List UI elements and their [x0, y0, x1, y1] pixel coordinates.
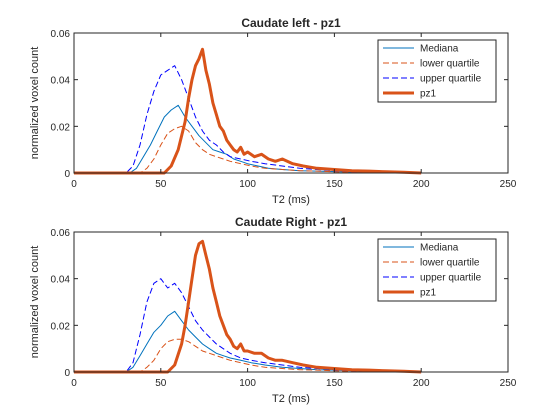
- x-tick-label: 50: [155, 179, 167, 190]
- legend-label-upper-quartile: upper quartile: [420, 273, 482, 284]
- axes-box: [73, 231, 509, 373]
- y-tick-label: 0: [64, 368, 70, 379]
- chart-caudate-right: 0 50 100 150 200 250 0 0.02 0.04 0.06 Caudate Rig…: [29, 215, 517, 405]
- y-tick-label: 0.06: [51, 29, 71, 40]
- legend-label-pz1: pz1: [420, 288, 437, 299]
- axes-box: [73, 32, 509, 174]
- x-tick-label: 250: [500, 378, 517, 389]
- legend-label-lower-quartile: lower quartile: [420, 258, 480, 269]
- x-tick-label: 150: [326, 179, 343, 190]
- chart-axes: 0 50 100 150 200 250 0 0.02 0.04 0.06: [51, 228, 517, 389]
- x-tick-label: 0: [71, 378, 77, 389]
- x-tick-label: 100: [239, 378, 256, 389]
- x-tick-label: 150: [326, 378, 343, 389]
- x-axis-label: T2 (ms): [272, 194, 310, 206]
- y-tick-label: 0.04: [51, 76, 71, 87]
- series-line-upper-quartile: [74, 278, 422, 373]
- legend-label-lower-quartile: lower quartile: [420, 59, 480, 70]
- chart-legend: Mediana lower quartile upper quartile pz1: [377, 39, 497, 103]
- legend-label-upper-quartile: upper quartile: [420, 74, 482, 85]
- y-tick-label: 0.02: [51, 321, 71, 332]
- x-tick-label: 250: [500, 179, 517, 190]
- series-line-lower-quartile: [74, 125, 422, 174]
- chart-title: Caudate left - pz1: [241, 16, 341, 30]
- x-tick-label: 200: [413, 378, 430, 389]
- x-tick-label: 200: [413, 179, 430, 190]
- chart-marks: [74, 47, 422, 175]
- series-line-pz1: [74, 239, 422, 374]
- chart-title: Caudate Right - pz1: [235, 215, 347, 229]
- legend-label-mediana: Mediana: [420, 243, 459, 254]
- y-tick-label: 0.06: [51, 228, 71, 239]
- y-axis-label: normalized voxel count: [29, 246, 41, 359]
- chart-legend: Mediana lower quartile upper quartile pz1: [377, 238, 497, 302]
- series-line-lower-quartile: [74, 338, 422, 373]
- chart-caudate-left: 0 50 100 150 200 250 0 0.02 0.04 0.06 Caudate lef…: [29, 16, 517, 206]
- legend-label-mediana: Mediana: [420, 44, 459, 55]
- y-tick-label: 0: [64, 169, 70, 180]
- series-line-upper-quartile: [74, 65, 422, 174]
- legend-label-pz1: pz1: [420, 89, 437, 100]
- y-axis-label: normalized voxel count: [29, 47, 41, 160]
- y-tick-label: 0.04: [51, 275, 71, 286]
- chart-marks: [74, 239, 422, 374]
- chart-axes: 0 50 100 150 200 250 0 0.02 0.04 0.06: [51, 29, 517, 190]
- y-tick-label: 0.02: [51, 122, 71, 133]
- x-tick-label: 100: [239, 179, 256, 190]
- x-axis-label: T2 (ms): [272, 393, 310, 405]
- x-tick-label: 50: [155, 378, 167, 389]
- x-tick-label: 0: [71, 179, 77, 190]
- series-line-pz1: [74, 47, 422, 175]
